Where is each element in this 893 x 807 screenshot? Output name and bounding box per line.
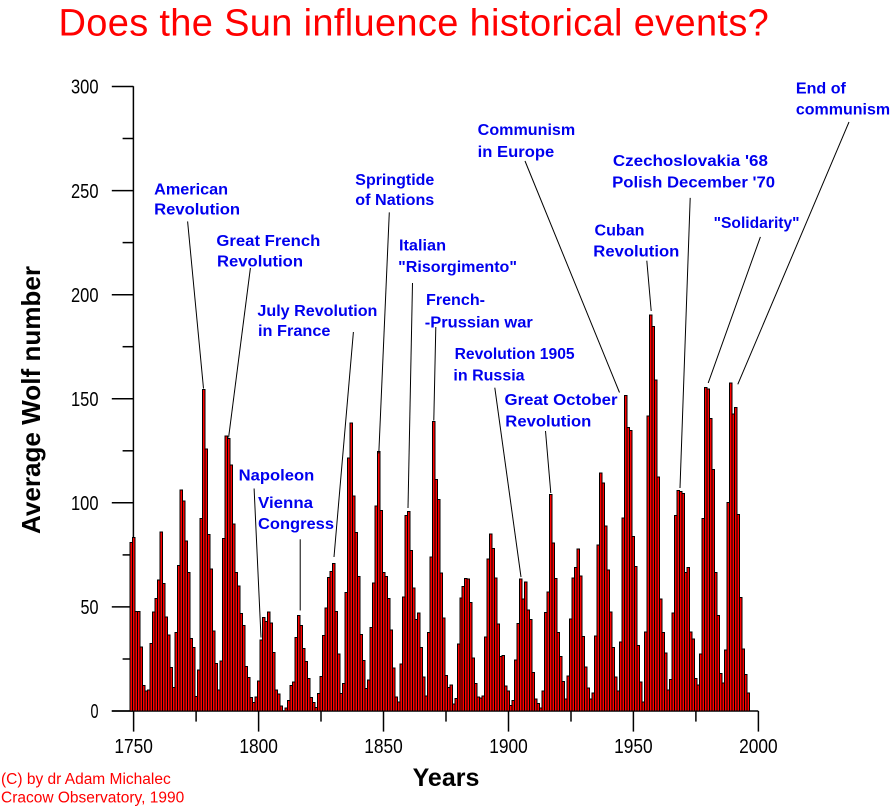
svg-text:"Risorgimento": "Risorgimento"	[398, 259, 517, 276]
svg-text:in Europe: in Europe	[478, 144, 555, 161]
svg-text:2000: 2000	[739, 736, 778, 758]
svg-text:1800: 1800	[239, 736, 278, 758]
svg-text:July Revolution: July Revolution	[257, 303, 377, 320]
svg-text:Cuban: Cuban	[595, 222, 645, 239]
svg-text:Communism: Communism	[478, 122, 576, 139]
svg-text:1950: 1950	[614, 736, 653, 758]
svg-text:0: 0	[91, 701, 99, 723]
svg-text:Vienna: Vienna	[258, 495, 313, 512]
svg-text:"Solidarity": "Solidarity"	[714, 215, 800, 232]
svg-text:Congress: Congress	[258, 516, 334, 533]
svg-text:Revolution: Revolution	[505, 413, 591, 430]
svg-text:Polish December '70: Polish December '70	[612, 175, 775, 192]
svg-text:in France: in France	[258, 323, 331, 340]
svg-text:Great October: Great October	[505, 392, 618, 409]
svg-text:Revolution: Revolution	[593, 244, 679, 261]
svg-text:Napoleon: Napoleon	[239, 467, 315, 484]
svg-text:of Nations: of Nations	[355, 192, 434, 209]
svg-text:Cracow Observatory, 1990: Cracow Observatory, 1990	[1, 789, 185, 806]
svg-text:250: 250	[71, 181, 99, 203]
svg-text:100: 100	[71, 493, 99, 515]
svg-text:Revolution 1905: Revolution 1905	[455, 346, 575, 363]
svg-text:French-: French-	[426, 292, 485, 309]
svg-text:Average Wolf number: Average Wolf number	[16, 266, 46, 534]
svg-text:150: 150	[71, 389, 99, 411]
svg-text:Years: Years	[413, 764, 480, 792]
svg-text:1750: 1750	[114, 736, 153, 758]
svg-text:Italian: Italian	[399, 237, 446, 254]
svg-text:End of: End of	[796, 81, 847, 98]
svg-text:Revolution: Revolution	[154, 202, 240, 219]
svg-text:American: American	[154, 182, 228, 199]
svg-text:200: 200	[71, 285, 99, 307]
svg-text:300: 300	[71, 77, 99, 99]
svg-text:-Prussian war: -Prussian war	[425, 314, 533, 331]
svg-text:1900: 1900	[489, 736, 528, 758]
svg-text:Does the Sun influence histori: Does the Sun influence historical events…	[59, 3, 770, 45]
svg-text:Revolution: Revolution	[217, 254, 303, 271]
svg-text:Springtide: Springtide	[355, 172, 434, 189]
svg-text:Czechoslovakia '68: Czechoslovakia '68	[613, 153, 768, 170]
svg-text:50: 50	[81, 597, 99, 619]
svg-text:in Russia: in Russia	[453, 368, 524, 385]
svg-text:1850: 1850	[364, 736, 403, 758]
svg-text:Great French: Great French	[216, 233, 320, 250]
svg-text:(C) by dr Adam Michalec: (C) by dr Adam Michalec	[1, 771, 171, 788]
svg-text:communism: communism	[796, 102, 890, 119]
